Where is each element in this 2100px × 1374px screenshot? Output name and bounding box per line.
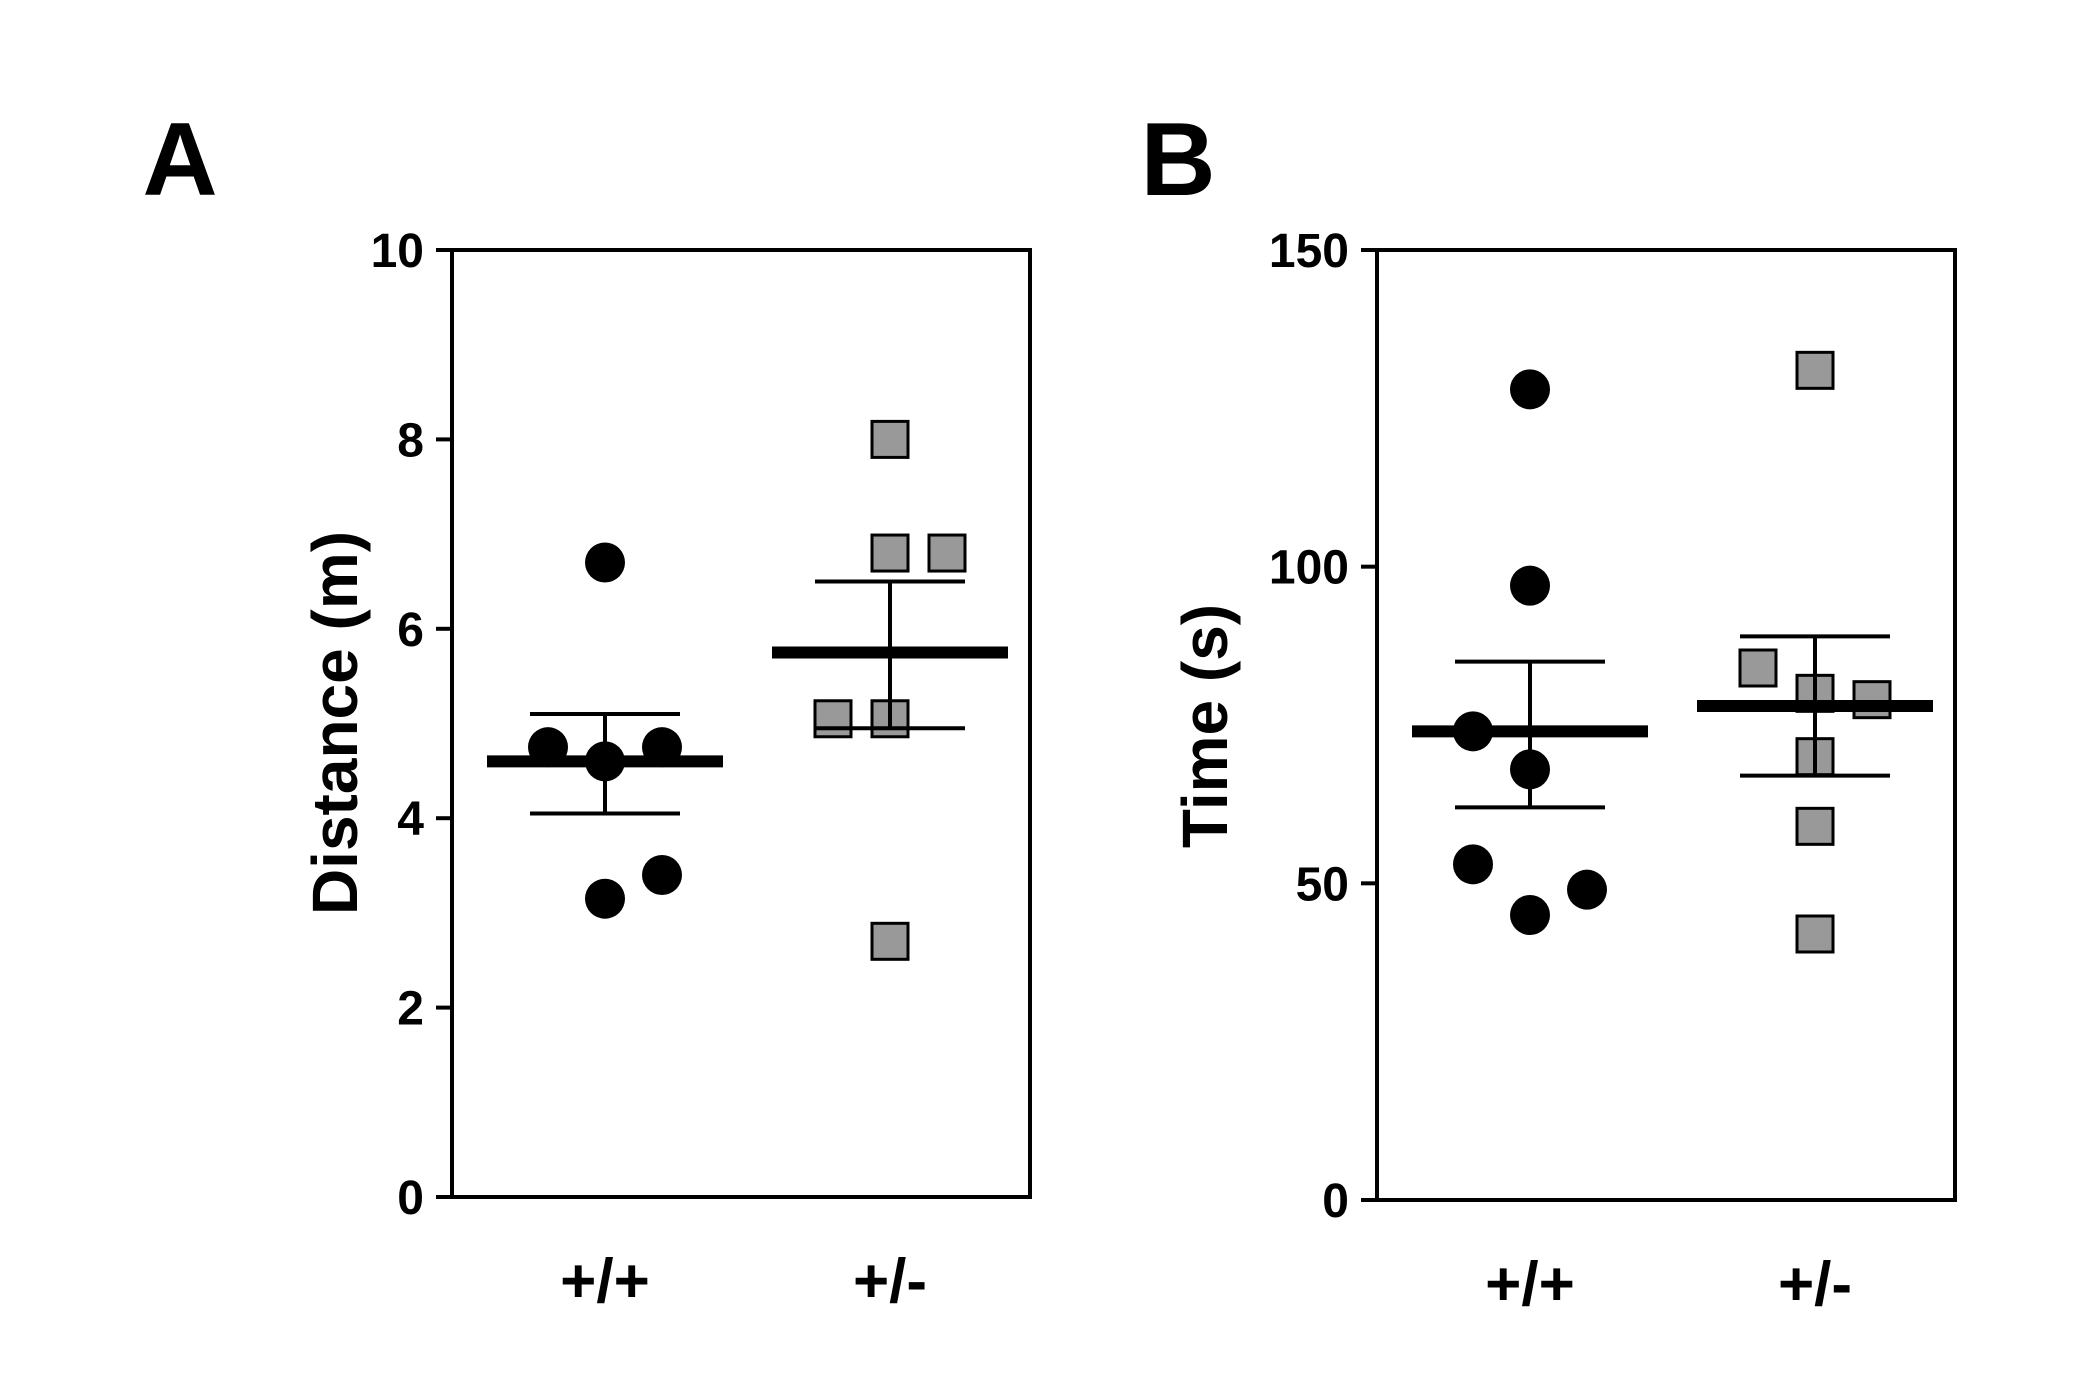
- panel-a-data-point-square: [870, 921, 910, 961]
- panel-b-data-point-circle: [1567, 869, 1607, 910]
- panel-b-y-ticks: 0 50 100 150: [1269, 225, 1377, 1228]
- panel-a-y-tick-label: 6: [397, 604, 424, 657]
- panel-a-y-tick-label: 4: [397, 793, 424, 846]
- panel-b-data-point-square: [1738, 648, 1778, 688]
- panel-a-y-tick-label: 2: [397, 983, 424, 1036]
- panel-b-x-categories: +/+ +/-: [1485, 1250, 1852, 1319]
- panel-a-y-tick-label: 0: [397, 1172, 424, 1225]
- panel-a-plot-frame: [450, 248, 1032, 1199]
- panel-b-data-point-square: [1795, 914, 1835, 954]
- panel-a-data-point-circle: [642, 855, 682, 896]
- panel-b-label: B: [1140, 102, 1215, 218]
- panel-a-y-ticks: 0 2 4 6 8 10: [371, 225, 452, 1225]
- panel-a-x-category-label: +/-: [853, 1247, 927, 1316]
- panel-a-label: A: [142, 102, 217, 218]
- panel-a-y-tick-label: 8: [397, 414, 424, 467]
- panel-b-data-point-square: [1852, 680, 1892, 720]
- panel-b: B Time (s) 0 50 100 150 +/+ +/-: [1140, 102, 1957, 1319]
- panel-a: A Distance (m) 0 2 4 6 8 10 +/+ +/-: [142, 102, 1032, 1316]
- panel-a-marks: [487, 419, 1008, 961]
- panel-b-data-point-circle: [1453, 844, 1493, 885]
- panel-a-data-point-square: [870, 419, 910, 459]
- panel-b-x-category-label: +/+: [1485, 1250, 1575, 1319]
- panel-b-y-tick-label: 0: [1322, 1175, 1349, 1228]
- panel-a-y-axis-label: Distance (m): [299, 531, 371, 915]
- panel-b-plot-frame: [1375, 248, 1957, 1202]
- panel-b-y-tick-label: 100: [1269, 542, 1349, 595]
- panel-a-data-point-circle: [585, 878, 625, 919]
- panel-a-data-point-square: [870, 533, 910, 573]
- panel-b-data-point-square: [1795, 350, 1835, 390]
- panel-a-x-categories: +/+ +/-: [560, 1247, 927, 1316]
- panel-b-x-category-label: +/-: [1778, 1250, 1852, 1319]
- panel-b-y-tick-label: 50: [1296, 858, 1349, 911]
- panel-a-x-category-label: +/+: [560, 1247, 650, 1316]
- panel-a-y-tick-label: 10: [371, 225, 424, 278]
- panel-b-marks: [1412, 350, 1933, 954]
- panel-b-data-point-square: [1795, 806, 1835, 846]
- panel-a-data-point-circle: [585, 542, 625, 583]
- panel-a-data-point-square: [813, 699, 853, 739]
- panel-b-data-point-circle: [1510, 565, 1550, 606]
- panel-b-y-axis-label: Time (s): [1169, 604, 1241, 848]
- panel-b-data-point-circle: [1510, 895, 1550, 935]
- panel-a-data-point-square: [927, 533, 967, 573]
- panel-b-data-point-circle: [1510, 369, 1550, 410]
- panel-b-y-tick-label: 150: [1269, 225, 1349, 278]
